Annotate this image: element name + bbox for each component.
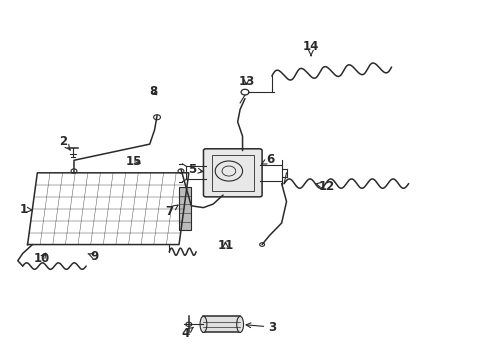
- Text: 14: 14: [303, 40, 319, 56]
- Ellipse shape: [200, 316, 207, 332]
- Bar: [203, 316, 240, 332]
- Bar: [179, 187, 191, 230]
- Text: 4: 4: [181, 327, 194, 339]
- FancyBboxPatch shape: [203, 149, 262, 197]
- Text: 6: 6: [262, 153, 274, 166]
- Text: 15: 15: [125, 155, 142, 168]
- Text: 10: 10: [34, 252, 50, 265]
- Text: 7: 7: [165, 205, 178, 218]
- Ellipse shape: [237, 316, 244, 332]
- Text: 9: 9: [88, 250, 99, 263]
- Text: 8: 8: [149, 85, 157, 98]
- Text: 3: 3: [246, 320, 276, 333]
- Text: 11: 11: [218, 239, 234, 252]
- Text: 2: 2: [59, 135, 70, 150]
- Text: 5: 5: [188, 163, 203, 176]
- Text: 1: 1: [20, 203, 32, 216]
- Text: 13: 13: [238, 75, 255, 88]
- Bar: [212, 155, 254, 191]
- Text: 12: 12: [316, 180, 335, 193]
